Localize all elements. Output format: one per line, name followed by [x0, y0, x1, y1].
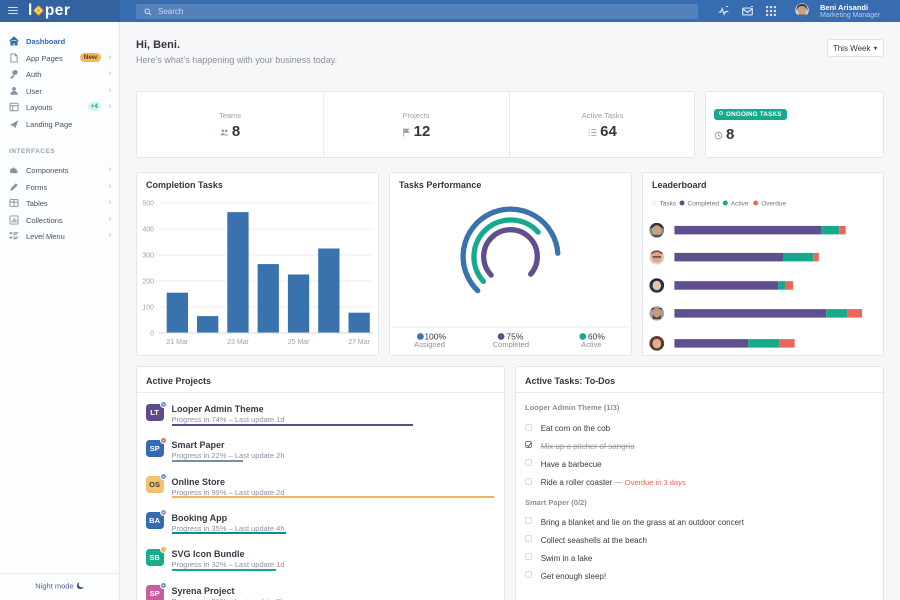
svg-text:27 Mar: 27 Mar [348, 339, 370, 346]
svg-text:Completed: Completed [688, 201, 720, 208]
svg-text:23 Mar: 23 Mar [227, 339, 249, 346]
svg-text:0: 0 [150, 331, 154, 338]
svg-text:Tasks: Tasks [660, 201, 677, 208]
svg-text:500: 500 [142, 201, 154, 208]
svg-text:100: 100 [142, 305, 154, 312]
svg-text:Active: Active [581, 340, 601, 349]
svg-text:60%: 60% [588, 331, 605, 341]
svg-text:Assigned: Assigned [414, 340, 445, 349]
svg-text:Active: Active [731, 201, 749, 208]
svg-text:Overdue: Overdue [761, 201, 786, 208]
svg-text:25 Mar: 25 Mar [288, 339, 310, 346]
svg-text:300: 300 [142, 253, 154, 260]
svg-text:100%: 100% [424, 331, 446, 341]
svg-text:200: 200 [142, 279, 154, 286]
svg-text:21 Mar: 21 Mar [166, 339, 188, 346]
svg-text:400: 400 [142, 227, 154, 234]
svg-text:75%: 75% [506, 331, 523, 341]
svg-text:Completed: Completed [493, 340, 529, 349]
